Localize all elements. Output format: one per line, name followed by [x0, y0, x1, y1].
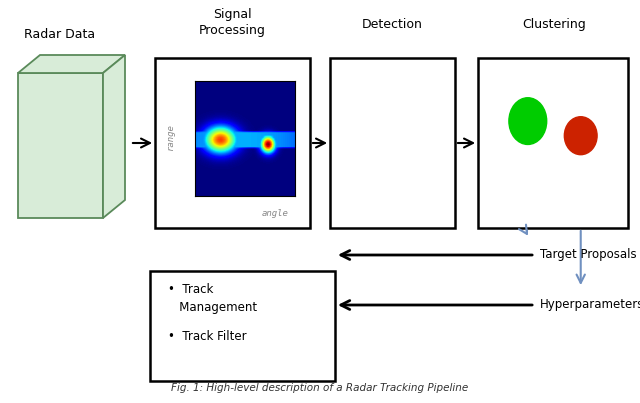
- Text: Detection: Detection: [362, 18, 422, 31]
- Text: Clustering: Clustering: [522, 18, 586, 31]
- Text: Fig. 1: High-level description of a Radar Tracking Pipeline: Fig. 1: High-level description of a Rada…: [172, 383, 468, 393]
- Text: Hyperparameters: Hyperparameters: [540, 298, 640, 311]
- Text: range: range: [166, 125, 175, 152]
- Text: Signal
Processing: Signal Processing: [198, 8, 266, 37]
- Polygon shape: [18, 55, 125, 73]
- Text: •  Track Filter: • Track Filter: [168, 330, 246, 343]
- Text: Radar Data: Radar Data: [24, 28, 95, 41]
- Bar: [330, 58, 455, 228]
- Bar: [155, 58, 310, 228]
- Bar: [150, 271, 335, 381]
- Ellipse shape: [355, 102, 394, 131]
- Text: Target Proposals: Target Proposals: [540, 248, 637, 261]
- Bar: [478, 58, 628, 228]
- Ellipse shape: [564, 117, 597, 155]
- Text: •  Track
   Management: • Track Management: [168, 283, 257, 314]
- Polygon shape: [18, 73, 103, 218]
- Ellipse shape: [509, 98, 547, 144]
- Text: angle: angle: [262, 210, 289, 218]
- Polygon shape: [103, 55, 125, 218]
- Ellipse shape: [392, 152, 424, 177]
